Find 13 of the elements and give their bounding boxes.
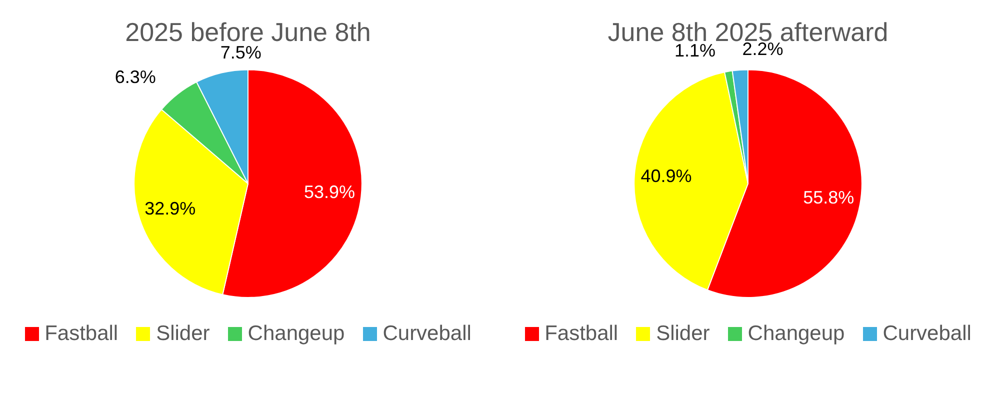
legend-label: Curveball [382, 322, 472, 346]
data-label: 32.9% [144, 198, 196, 218]
legend-label: Slider [656, 322, 710, 346]
legend-label: Fastball [544, 322, 618, 346]
legend-label: Slider [156, 322, 210, 346]
legend-label: Curveball [882, 322, 972, 346]
data-label: 53.9% [304, 182, 356, 202]
legend-label: Changeup [248, 322, 345, 346]
data-label: 40.9% [640, 166, 692, 186]
data-label: 55.8% [803, 187, 854, 208]
legend-label: Changeup [748, 322, 845, 346]
data-label: 6.3% [114, 67, 156, 88]
legend-label: Fastball [44, 322, 118, 346]
